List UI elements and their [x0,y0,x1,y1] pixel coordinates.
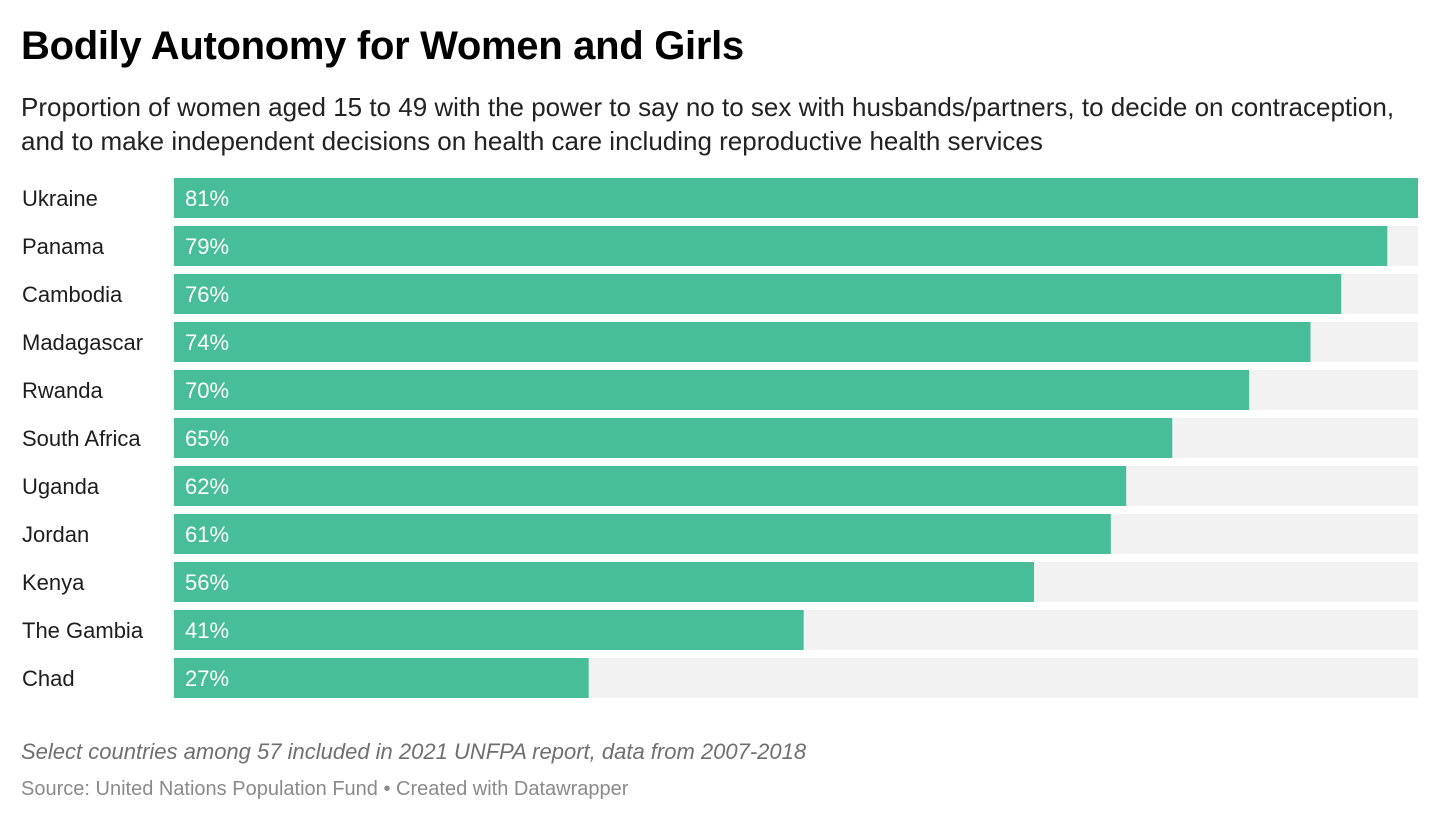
bar-south-africa[interactable] [174,418,1173,458]
category-label-cambodia: Cambodia [22,282,123,307]
bar-uganda[interactable] [174,466,1127,506]
datawrapper-credit[interactable]: Created with Datawrapper [396,778,629,800]
source-label: Source: [21,778,90,800]
category-label-chad: Chad [22,666,75,691]
bar-kenya[interactable] [174,562,1035,602]
bar-madagascar[interactable] [174,322,1311,362]
value-label-panama: 79% [185,234,229,259]
value-label-kenya: 56% [185,570,229,595]
bar-panama[interactable] [174,226,1388,266]
category-label-panama: Panama [22,234,105,259]
bar-ukraine[interactable] [174,178,1418,218]
source-name[interactable]: United Nations Population Fund [95,778,378,800]
category-label-kenya: Kenya [22,570,85,595]
bar-cambodia[interactable] [174,274,1342,314]
bar-the-gambia[interactable] [174,610,804,650]
category-label-madagascar: Madagascar [22,330,143,355]
category-label-south-africa: South Africa [22,426,141,451]
category-label-uganda: Uganda [22,474,100,499]
value-label-jordan: 61% [185,522,229,547]
chart-title: Bodily Autonomy for Women and Girls [21,24,744,68]
source-separator: • [383,778,391,800]
value-label-south-africa: 65% [185,426,229,451]
chart-note: Select countries among 57 included in 20… [21,739,807,764]
bar-chad[interactable] [174,658,589,698]
chart-subtitle: Proportion of women aged 15 to 49 with t… [21,92,1395,156]
value-label-madagascar: 74% [185,330,229,355]
bar-rwanda[interactable] [174,370,1250,410]
value-label-rwanda: 70% [185,378,229,403]
category-label-jordan: Jordan [22,522,89,547]
value-label-uganda: 62% [185,474,229,499]
bar-jordan[interactable] [174,514,1111,554]
chart-source: Source: United Nations Population Fund •… [21,775,628,803]
category-label-rwanda: Rwanda [22,378,103,403]
category-label-ukraine: Ukraine [22,186,98,211]
value-label-cambodia: 76% [185,282,229,307]
value-label-chad: 27% [185,666,229,691]
value-label-ukraine: 81% [185,186,229,211]
value-label-the-gambia: 41% [185,618,229,643]
category-label-the-gambia: The Gambia [22,618,144,643]
